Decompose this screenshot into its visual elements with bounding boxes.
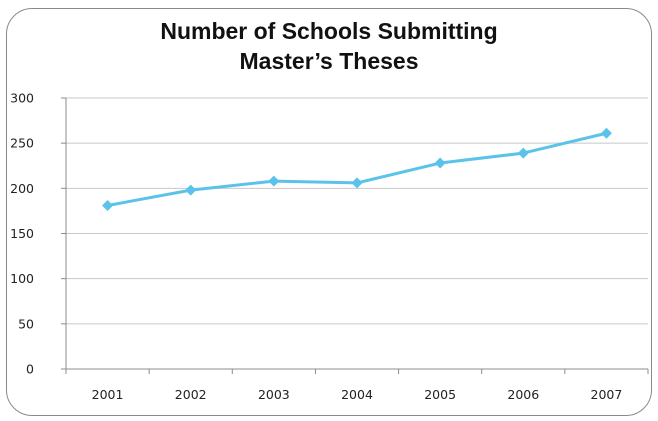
chart-title: Number of Schools Submitting Master’s Th… [0, 16, 658, 76]
data-point-marker [434, 157, 446, 169]
chart-title-line-2: Master’s Theses [239, 48, 419, 74]
series-line [106, 131, 608, 207]
y-tick-label: 50 [18, 316, 34, 331]
data-point-marker [517, 147, 529, 159]
x-tick-label: 2006 [507, 387, 539, 402]
y-tick-label: 250 [10, 136, 34, 151]
x-tick-label: 2004 [341, 387, 373, 402]
data-point-marker [102, 199, 114, 211]
data-point-marker [185, 184, 197, 196]
y-tick-label: 150 [10, 226, 34, 241]
chart-card [6, 8, 652, 416]
data-point-marker [351, 177, 363, 189]
x-tick-label: 2003 [258, 387, 290, 402]
x-tick-label: 2001 [92, 387, 124, 402]
y-tick-label: 300 [10, 91, 34, 106]
chart-title-line-1: Number of Schools Submitting [160, 18, 498, 44]
data-point-marker [600, 127, 612, 139]
data-point-marker [268, 175, 280, 187]
x-tick-label: 2005 [424, 387, 456, 402]
y-tick-label: 0 [26, 362, 34, 377]
x-tick-label: 2007 [591, 387, 623, 402]
y-tick-label: 200 [10, 181, 34, 196]
y-tick-label: 100 [10, 271, 34, 286]
x-tick-label: 2002 [175, 387, 207, 402]
